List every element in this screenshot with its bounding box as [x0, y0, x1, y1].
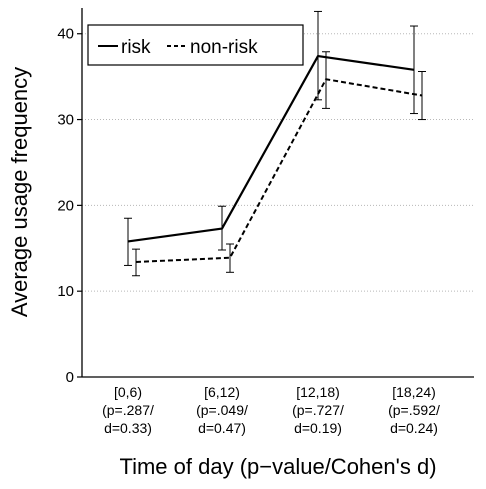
- x-category-label-line: [6,12): [204, 384, 240, 400]
- y-tick-label: 40: [57, 26, 74, 43]
- plot-series: [124, 10, 426, 277]
- x-category-label: [12,18) (p=.727/d=0.19): [292, 384, 344, 436]
- x-category-label: [6,12) (p=.049/d=0.47): [196, 384, 248, 436]
- x-category-label-line: d=0.47): [198, 420, 246, 436]
- x-axis-title: Time of day (p−value/Cohen's d): [119, 454, 436, 479]
- x-category-label: [0,6) (p=.287/d=0.33): [102, 384, 154, 436]
- y-tick-label: 0: [66, 369, 74, 386]
- x-category-label-line: (p=.287/: [102, 402, 154, 418]
- x-category-label: [18,24) (p=.592/d=0.24): [388, 384, 440, 436]
- x-category-label-line: [18,24): [392, 384, 436, 400]
- legend-box: [87, 24, 304, 66]
- x-category-label-line: (p=.727/: [292, 402, 344, 418]
- x-category-label-line: d=0.24): [390, 420, 438, 436]
- axes: [81, 8, 474, 378]
- y-tick-label: 20: [57, 197, 74, 214]
- x-category-label-line: d=0.33): [104, 420, 152, 436]
- legend: risk non-risk: [87, 24, 304, 66]
- legend-label-risk: risk: [121, 37, 151, 58]
- x-category-label-line: (p=.049/: [196, 402, 248, 418]
- y-tick-label: 30: [57, 112, 74, 129]
- x-category-label-line: [12,18): [296, 384, 340, 400]
- x-category-label-line: (p=.592/: [388, 402, 440, 418]
- series-line-risk: [127, 54, 415, 243]
- y-axis-ticks: 0 10 20 30 40: [57, 26, 82, 386]
- series-line-non-risk: [135, 78, 423, 264]
- y-axis-title: Average usage frequency: [7, 67, 32, 317]
- grid-lines: [82, 33, 474, 292]
- x-axis-category-labels: [0,6) (p=.287/d=0.33) [6,12) (p=.049/d=0.47…: [102, 384, 440, 436]
- x-category-label-line: [0,6): [114, 384, 142, 400]
- x-category-label-line: d=0.19): [294, 420, 342, 436]
- legend-label-non-risk: non-risk: [190, 37, 258, 58]
- y-tick-label: 10: [57, 283, 74, 300]
